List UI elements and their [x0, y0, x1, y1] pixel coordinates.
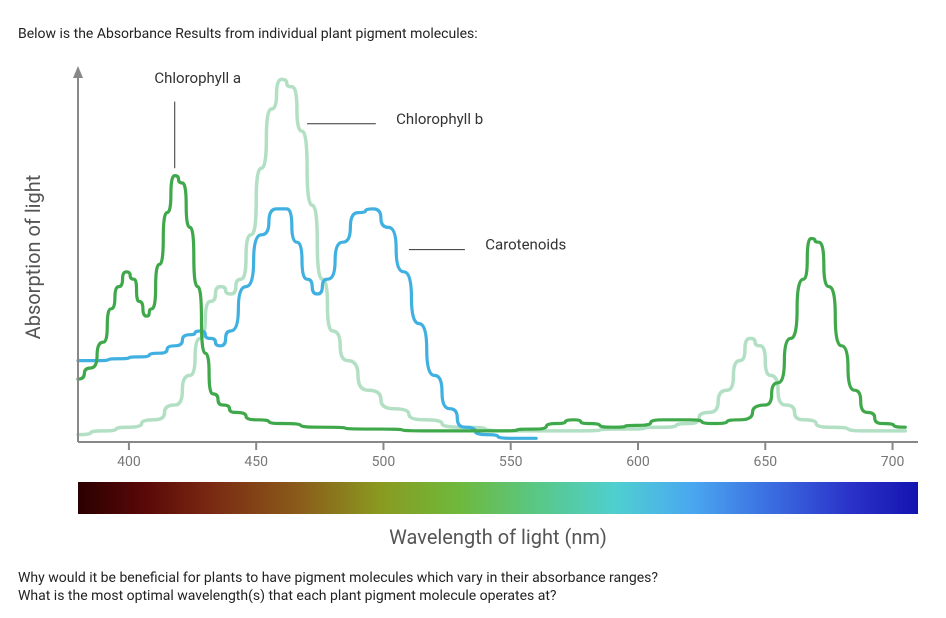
question-1: Why would it be beneficial for plants to…	[18, 570, 928, 586]
x-tick-label: 500	[372, 454, 396, 470]
x-tick-label: 700	[881, 454, 905, 470]
x-tick-label: 400	[117, 454, 141, 470]
absorbance-chart: 400 450 500 550 600 650 700 Wavelength of light…	[18, 52, 928, 562]
x-axis-label: Wavelength of light (nm)	[389, 525, 607, 549]
series-label: Carotenoids	[485, 236, 566, 254]
questions-block: Why would it be beneficial for plants to…	[18, 570, 928, 604]
series-label: Chlorophyll a	[154, 69, 241, 87]
x-tick-label: 550	[499, 454, 523, 470]
series-label: Chlorophyll b	[396, 110, 483, 128]
question-2: What is the most optimal wavelength(s) t…	[18, 588, 928, 604]
x-tick-label: 650	[753, 454, 777, 470]
x-tick-label: 450	[244, 454, 268, 470]
spectrum-bar	[78, 482, 918, 514]
x-tick-label: 600	[626, 454, 650, 470]
y-axis-label: Absorption of light	[21, 175, 45, 340]
chart-svg: 400 450 500 550 600 650 700 Wavelength of light…	[18, 52, 928, 562]
intro-text: Below is the Absorbance Results from ind…	[18, 26, 928, 42]
